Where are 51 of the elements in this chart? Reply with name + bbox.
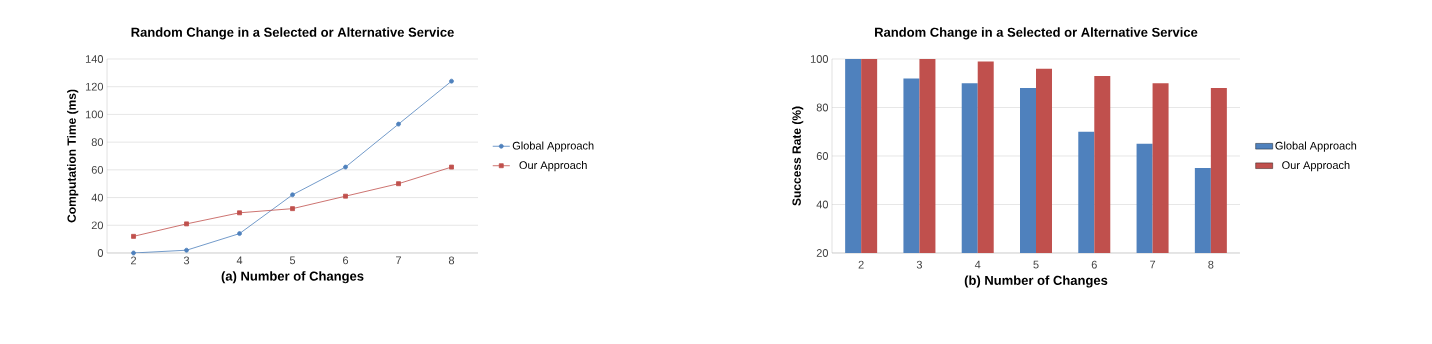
x-axis-title: (a) Number of Changes <box>221 271 364 284</box>
x-tick-label: 6 <box>343 256 349 265</box>
y-tick-label: 100 <box>85 110 104 119</box>
legend-label: Our Approach <box>1282 160 1350 172</box>
legend-label: Our Approach <box>519 160 587 172</box>
y-tick-label: 80 <box>816 103 829 112</box>
point <box>237 210 242 216</box>
point <box>290 192 295 198</box>
x-axis-title: (b) Number of Changes <box>964 275 1108 288</box>
legend-label: Global Approach <box>1275 141 1357 152</box>
x-tick-label: 3 <box>916 260 922 269</box>
point <box>343 193 348 199</box>
point <box>449 78 454 84</box>
point <box>131 250 136 256</box>
x-tick-label: 4 <box>974 260 981 269</box>
y-tick-label: 20 <box>91 221 104 230</box>
x-tick-label: 6 <box>1091 260 1097 269</box>
y-axis-title: Computation Time (ms) <box>67 89 79 223</box>
x-tick-label: 7 <box>396 256 402 265</box>
point <box>184 247 189 253</box>
x-tick-label: 5 <box>289 256 296 265</box>
point <box>396 181 401 187</box>
point <box>131 233 136 239</box>
y-tick-label: 40 <box>91 193 104 202</box>
y-tick-label: 60 <box>816 152 829 160</box>
x-tick-label: 8 <box>1208 260 1214 269</box>
y-tick-label: 140 <box>85 55 104 63</box>
x-tick-label: 2 <box>858 260 864 269</box>
y-axis-title: Success Rate (%) <box>792 106 804 206</box>
point <box>237 231 242 236</box>
y-tick-label: 0 <box>97 249 104 257</box>
y-tick-label: 40 <box>816 200 829 209</box>
point <box>184 221 189 227</box>
y-tick-label: 120 <box>85 82 104 91</box>
x-tick-label: 3 <box>183 256 190 265</box>
point <box>290 206 295 212</box>
point <box>449 164 454 170</box>
y-tick-label: 100 <box>810 55 829 63</box>
chart-title: Random Change in a Selected or Alternative Service <box>875 27 1198 40</box>
y-tick-label: 20 <box>816 249 829 257</box>
chart-title: Random Change in a Selected or Alternative Service <box>131 27 454 40</box>
x-tick-label: 4 <box>236 256 243 265</box>
point <box>396 121 401 127</box>
x-tick-label: 2 <box>131 256 137 265</box>
legend-label: Global Approach <box>512 141 594 152</box>
y-tick-label: 60 <box>91 165 104 174</box>
y-tick-label: 80 <box>91 138 104 147</box>
x-tick-label: 5 <box>1033 260 1039 269</box>
x-tick-label: 8 <box>448 256 455 265</box>
x-tick-label: 7 <box>1150 260 1156 269</box>
point <box>343 164 348 170</box>
